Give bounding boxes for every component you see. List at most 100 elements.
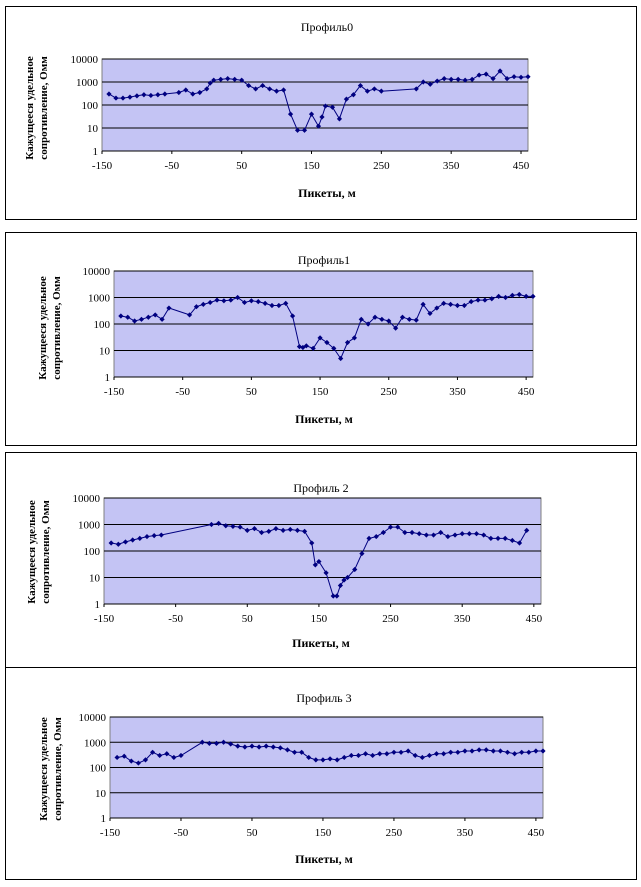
data-point [120, 95, 126, 101]
data-point [329, 104, 336, 110]
data-point [469, 76, 475, 82]
data-point [294, 127, 301, 133]
y-tick-label: 1 [93, 146, 99, 158]
data-point [344, 574, 351, 581]
x-tick-label: 150 [303, 160, 320, 172]
data-point [430, 532, 437, 538]
y-tick-label: 100 [90, 763, 107, 775]
y-tick-label: 1 [101, 813, 107, 825]
x-tick-label: 50 [246, 386, 258, 398]
data-point [242, 744, 248, 750]
x-tick-label: -50 [165, 160, 180, 172]
x-tick-label: 250 [381, 386, 398, 398]
data-point [114, 754, 120, 761]
y-tick-label: 100 [84, 546, 101, 558]
data-point [151, 533, 157, 539]
plot-area: 1 10 100 1000 10000 -150 -50 50 150 250 350 450 [73, 493, 543, 625]
data-point [289, 313, 296, 319]
chart-profile3: 1 10 100 1000 10000 -150 -50 50 150 250 350 450 Про… [38, 691, 546, 866]
data-point [475, 297, 481, 303]
data-point [128, 758, 134, 764]
data-point [273, 526, 279, 532]
data-point [438, 529, 444, 536]
x-tick-label: 250 [382, 613, 399, 625]
data-point [409, 529, 415, 536]
plot-area: 1 10 100 1000 10000 -150 -50 50 150 250 350 450 [79, 712, 546, 839]
x-tick-label: 350 [457, 827, 474, 839]
y-axis-label-line1: Кажущееся удельное [38, 717, 50, 821]
y-tick-label: 10000 [71, 54, 99, 66]
data-point [420, 301, 426, 307]
data-point [518, 74, 524, 80]
data-point [504, 76, 510, 82]
data-point [476, 72, 482, 78]
y-tick-label: 10000 [73, 493, 101, 505]
y-tick-label: 10000 [83, 266, 111, 278]
data-point [162, 91, 168, 97]
data-point [113, 95, 119, 101]
y-tick-label: 1000 [84, 737, 107, 749]
x-tick-label: 150 [315, 827, 332, 839]
x-tick-label: -150 [104, 386, 125, 398]
data-point [387, 524, 394, 530]
data-point [441, 300, 447, 306]
data-point [441, 76, 447, 82]
data-point [251, 526, 258, 532]
data-point [380, 529, 386, 536]
data-point [228, 741, 234, 747]
data-point [141, 92, 147, 98]
chart-panel-profile2: 1 10 100 1000 10000 -150 -50 50 150 250 350 450 Про… [5, 452, 637, 668]
data-point [134, 93, 140, 99]
data-point [413, 86, 419, 92]
data-point [106, 91, 112, 97]
data-point [166, 305, 172, 311]
data-point [448, 749, 454, 755]
x-axis-label: Пикеты, м [298, 186, 356, 200]
data-point [211, 77, 217, 83]
x-axis-label: Пикеты, м [295, 412, 353, 426]
data-point [355, 752, 362, 759]
x-tick-label: -50 [168, 613, 183, 625]
chart-profile1: 1 10 100 1000 10000 -150 -50 50 150 250 350 450 Про… [37, 253, 536, 426]
y-tick-label: 1000 [88, 293, 111, 305]
data-point [273, 88, 280, 94]
data-point [526, 749, 532, 755]
data-point [352, 566, 358, 573]
x-tick-label: 150 [311, 613, 328, 625]
x-tick-label: 250 [386, 827, 403, 839]
data-point [220, 739, 227, 745]
y-tick-label: 1000 [78, 520, 101, 532]
data-point [483, 71, 489, 77]
data-point [366, 535, 372, 541]
data-point [315, 123, 322, 129]
data-point [276, 302, 282, 309]
data-point [482, 297, 488, 303]
data-point [208, 521, 215, 528]
data-point [280, 87, 287, 93]
data-point [496, 293, 502, 300]
data-point [365, 321, 371, 327]
data-point [336, 116, 343, 122]
data-point [364, 88, 370, 94]
data-point [207, 80, 213, 86]
chart-profile0: 1 10 100 1000 10000 -150 -50 50 150 250 350 450 Про… [24, 20, 531, 200]
data-point [395, 524, 401, 530]
data-point [277, 745, 283, 751]
data-point [423, 532, 429, 538]
y-axis-label-line2: сопротивление, Омм [38, 56, 50, 160]
chart-title: Профиль0 [301, 20, 353, 34]
chart-panel-profile0: 1 10 100 1000 10000 -150 -50 50 150 250 350 450 Про… [5, 6, 637, 220]
x-tick-label: -150 [92, 160, 113, 172]
data-point [495, 535, 501, 541]
data-point [497, 68, 503, 74]
x-tick-label: 350 [449, 386, 466, 398]
x-tick-label: 450 [528, 827, 545, 839]
data-point [502, 294, 509, 301]
data-point [280, 527, 286, 533]
data-point [357, 82, 363, 89]
data-point [199, 739, 205, 745]
data-point [118, 313, 124, 319]
data-point [267, 86, 273, 92]
data-point [291, 749, 298, 755]
data-point [259, 529, 265, 536]
